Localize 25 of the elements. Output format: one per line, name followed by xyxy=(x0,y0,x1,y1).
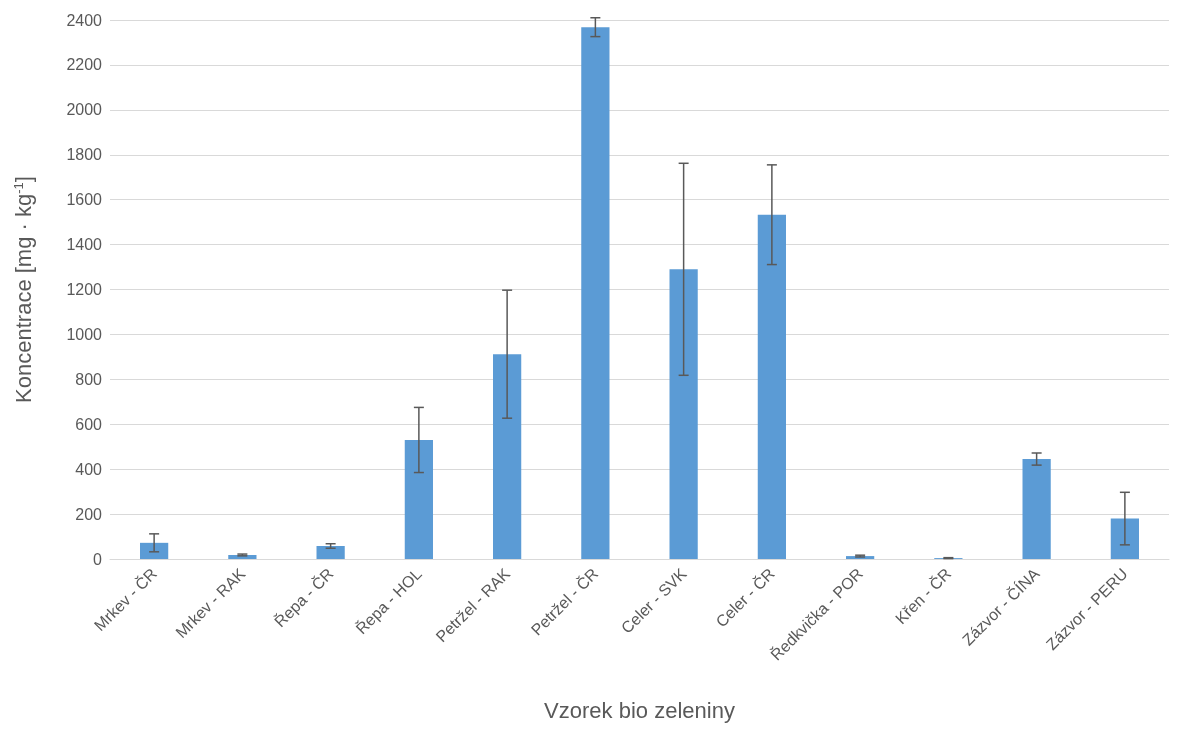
x-axis-title: Vzorek bio zeleniny xyxy=(544,697,735,723)
y-tick-label: 400 xyxy=(75,460,103,478)
bar xyxy=(140,542,169,559)
y-tick-label: 1800 xyxy=(66,146,103,164)
y-tick-label: 2400 xyxy=(66,11,103,29)
bar xyxy=(581,27,610,559)
x-tick-label: Křen - ČR xyxy=(891,564,955,628)
y-tick-label: 1000 xyxy=(66,325,103,343)
y-tick-label: 2200 xyxy=(66,56,103,74)
y-tick-label: 1200 xyxy=(66,281,103,298)
bar xyxy=(1022,459,1051,559)
bar xyxy=(757,214,786,559)
bar xyxy=(404,439,433,559)
y-tick-label: 600 xyxy=(75,415,103,433)
y-tick-label: 1600 xyxy=(66,191,103,209)
y-tick-label: 2000 xyxy=(66,101,103,119)
bar xyxy=(316,545,345,559)
bar xyxy=(1110,518,1139,559)
y-tick-label: 1400 xyxy=(66,236,103,254)
y-tick-label: 200 xyxy=(75,505,103,523)
y-tick-label: 0 xyxy=(93,550,103,568)
y-tick-label: 800 xyxy=(75,370,103,388)
bar xyxy=(669,269,698,559)
y-axis-title: Koncentrace [mg · kg-1] xyxy=(11,176,36,403)
bar xyxy=(493,354,522,559)
